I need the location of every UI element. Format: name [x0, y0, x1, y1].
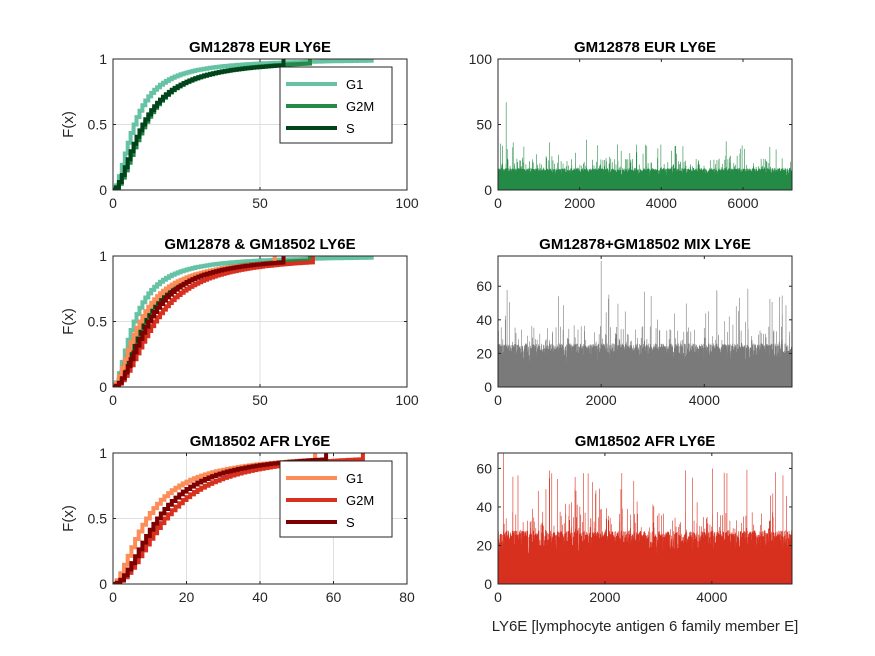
- y-tick-label: 40: [476, 312, 492, 328]
- x-tick-label: 4000: [689, 392, 720, 408]
- cdf-line-s-afr: [113, 256, 286, 387]
- cdf-line-g1-eur: [113, 256, 374, 387]
- x-tick-label: 4000: [646, 195, 677, 211]
- legend-label-g2m: G2M: [346, 99, 374, 114]
- y-tick-label: 1: [99, 51, 107, 67]
- y-tick-label: 0.5: [88, 314, 108, 330]
- x-tick-label: 2000: [586, 392, 617, 408]
- chart-title: GM12878 EUR LY6E: [574, 39, 716, 56]
- y-tick-label: 0: [99, 576, 107, 592]
- chart-title: GM18502 AFR LY6E: [190, 433, 331, 450]
- panel-p32: 0 2000 4000 0 20 40 60 GM18502 AFR LY6E: [476, 433, 793, 605]
- x-tick-label: 50: [252, 392, 268, 408]
- legend: G1 G2M S: [279, 460, 393, 538]
- y-tick-label: 100: [469, 51, 493, 67]
- x-tick-label: 80: [399, 589, 415, 605]
- x-tick-label: 0: [109, 589, 117, 605]
- bar-body: [498, 381, 792, 387]
- legend-label-g1: G1: [346, 77, 363, 92]
- y-tick-label: 40: [476, 499, 492, 515]
- y-tick-label: 0: [99, 182, 107, 198]
- data-layer: [113, 256, 374, 387]
- chart-title: GM12878 EUR LY6E: [189, 39, 331, 56]
- axes-box: [497, 452, 793, 585]
- y-axis-label: F(x): [60, 308, 77, 335]
- x-tick-label: 0: [494, 195, 502, 211]
- panel-p22: 0 2000 4000 0 20 40 60 GM12878+GM18502 MIX LY6E: [476, 236, 793, 408]
- y-tick-label: 1: [99, 248, 107, 264]
- axes-box: [497, 255, 793, 388]
- legend-label-s: S: [346, 121, 355, 136]
- x-tick-label: 100: [395, 195, 419, 211]
- x-tick-label: 50: [252, 195, 268, 211]
- y-tick-label: 20: [476, 537, 492, 553]
- chart-title: GM18502 AFR LY6E: [575, 433, 716, 450]
- bar-body: [498, 576, 792, 584]
- panel-p12: 0 2000 4000 6000 0 50 100 GM12878 EUR LY6E: [469, 39, 793, 211]
- chart-title: GM12878 & GM18502 LY6E: [164, 236, 355, 253]
- y-axis-label: F(x): [60, 111, 77, 138]
- y-tick-label: 60: [476, 278, 492, 294]
- legend: G1 G2M S: [279, 66, 393, 144]
- cdf-line-s: [113, 59, 286, 190]
- x-tick-label: 20: [179, 589, 195, 605]
- y-tick-label: 0: [484, 576, 492, 592]
- x-tick-label: 0: [109, 195, 117, 211]
- x-tick-label: 0: [109, 392, 117, 408]
- panel-p31: 0 20 40 60 80 0 0.5 1 GM18502 AFR LY6E F(x) G1 G2M S: [60, 433, 415, 605]
- x-tick-label: 60: [326, 589, 342, 605]
- y-tick-label: 60: [476, 460, 492, 476]
- shared-x-axis-label: LY6E [lymphocyte antigen 6 family member…: [492, 618, 799, 635]
- plot-area: [498, 59, 792, 190]
- panel-p21: 0 50 100 0 0.5 1 GM12878 & GM18502 LY6E F(x): [60, 236, 419, 408]
- y-tick-label: 0.5: [88, 117, 108, 133]
- y-tick-label: 0: [484, 379, 492, 395]
- legend-label-g2m: G2M: [346, 493, 374, 508]
- x-tick-label: 0: [494, 589, 502, 605]
- y-tick-label: 0: [99, 379, 107, 395]
- cdf-line-g1: [113, 59, 374, 190]
- y-tick-label: 1: [99, 445, 107, 461]
- chart-title: GM12878+GM18502 MIX LY6E: [539, 236, 751, 253]
- data-layer: [498, 453, 792, 584]
- y-tick-label: 20: [476, 345, 492, 361]
- legend-label-s: S: [346, 515, 355, 530]
- data-layer: [498, 72, 792, 190]
- x-tick-label: 6000: [727, 195, 758, 211]
- x-tick-label: 40: [252, 589, 268, 605]
- x-tick-label: 2000: [564, 195, 595, 211]
- x-tick-label: 4000: [696, 589, 727, 605]
- y-tick-label: 0.5: [88, 511, 108, 527]
- x-tick-label: 0: [494, 392, 502, 408]
- data-layer: [498, 261, 792, 387]
- y-axis-label: F(x): [60, 505, 77, 532]
- x-tick-label: 100: [395, 392, 419, 408]
- data-layer: [113, 59, 374, 190]
- y-tick-label: 50: [476, 117, 492, 133]
- x-tick-label: 2000: [589, 589, 620, 605]
- panel-p11: 0 50 100 0 0.5 1 GM12878 EUR LY6E F(x) G1 G2M S: [60, 39, 419, 211]
- legend-label-g1: G1: [346, 471, 363, 486]
- bar-body: [498, 187, 792, 190]
- y-tick-label: 0: [484, 182, 492, 198]
